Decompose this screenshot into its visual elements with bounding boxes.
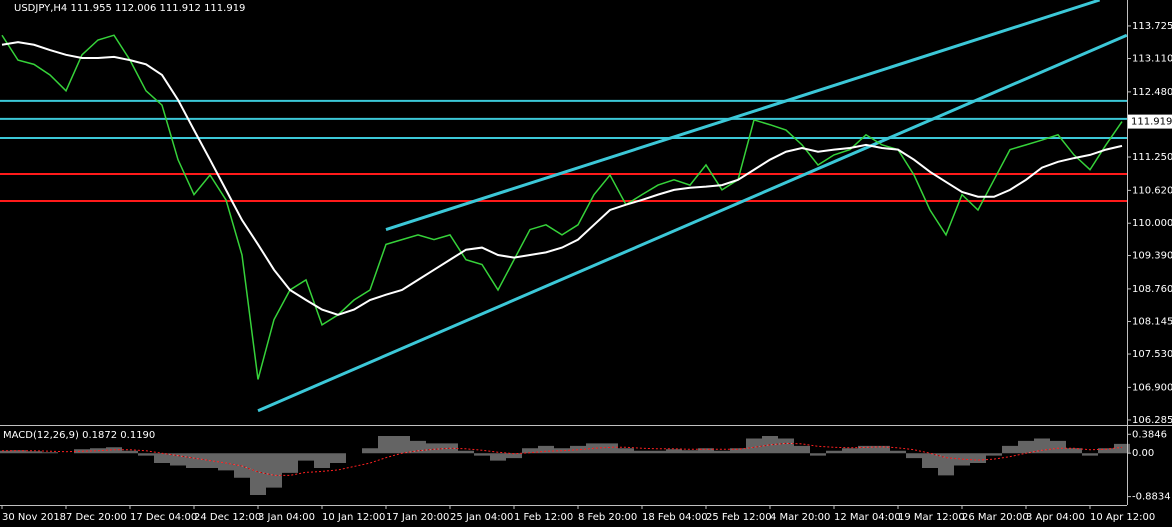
last-price-label: 111.919: [1131, 117, 1172, 128]
x-tick-label: 25 Jan 04:00: [450, 512, 513, 523]
y-tick-label: 106.900: [1132, 382, 1172, 393]
x-tick-label: 19 Mar 12:00: [898, 512, 965, 523]
y-tick-label: 0.3846: [1132, 429, 1167, 440]
x-tick-label: 18 Feb 04:00: [642, 512, 708, 523]
y-tick-label: 112.480: [1132, 87, 1172, 98]
price-line: [1, 34, 1123, 380]
y-tick-label: 111.250: [1132, 152, 1172, 163]
last-price-box: [1128, 114, 1172, 129]
x-tick-label: 30 Nov 2018: [2, 512, 66, 523]
y-tick-label: 110.620: [1132, 185, 1172, 196]
trend-line: [385, 0, 1101, 232]
y-tick-label: -0.8834: [1132, 492, 1171, 503]
x-tick-label: 24 Dec 12:00: [194, 512, 261, 523]
x-tick-label: 12 Mar 04:00: [834, 512, 901, 523]
x-tick-label: 26 Mar 20:00: [962, 512, 1029, 523]
y-tick-label: 108.145: [1132, 316, 1172, 327]
x-tick-label: 8 Feb 20:00: [578, 512, 637, 523]
y-tick-label: 0.00: [1132, 448, 1154, 459]
x-tick-label: 25 Feb 12:00: [706, 512, 772, 523]
x-tick-label: 3 Apr 04:00: [1026, 512, 1085, 523]
x-tick-label: 3 Jan 04:00: [258, 512, 315, 523]
y-tick-label: 106.285: [1132, 415, 1172, 426]
x-tick-label: 17 Jan 20:00: [386, 512, 449, 523]
x-tick-label: 7 Dec 20:00: [66, 512, 127, 523]
x-tick-label: 17 Dec 04:00: [130, 512, 197, 523]
y-tick-label: 109.390: [1132, 251, 1172, 262]
x-tick-label: 10 Jan 12:00: [322, 512, 385, 523]
y-tick-label: 110.000: [1132, 218, 1172, 229]
moving-average: [1, 41, 1123, 316]
x-tick-label: 1 Feb 12:00: [514, 512, 573, 523]
y-tick-label: 107.530: [1132, 349, 1172, 360]
x-tick-label: 4 Mar 20:00: [770, 512, 830, 523]
macd-title: MACD(12,26,9) 0.1872 0.1190: [3, 430, 155, 441]
x-tick-label: 10 Apr 12:00: [1090, 512, 1155, 523]
y-tick-label: 113.110: [1132, 54, 1172, 65]
y-tick-label: 113.725: [1132, 21, 1172, 32]
macd-signal: [2, 442, 1123, 476]
trend-line: [257, 33, 1128, 413]
chart-title: USDJPY,H4 111.955 112.006 111.912 111.91…: [14, 3, 245, 14]
y-tick-label: 108.760: [1132, 284, 1172, 295]
